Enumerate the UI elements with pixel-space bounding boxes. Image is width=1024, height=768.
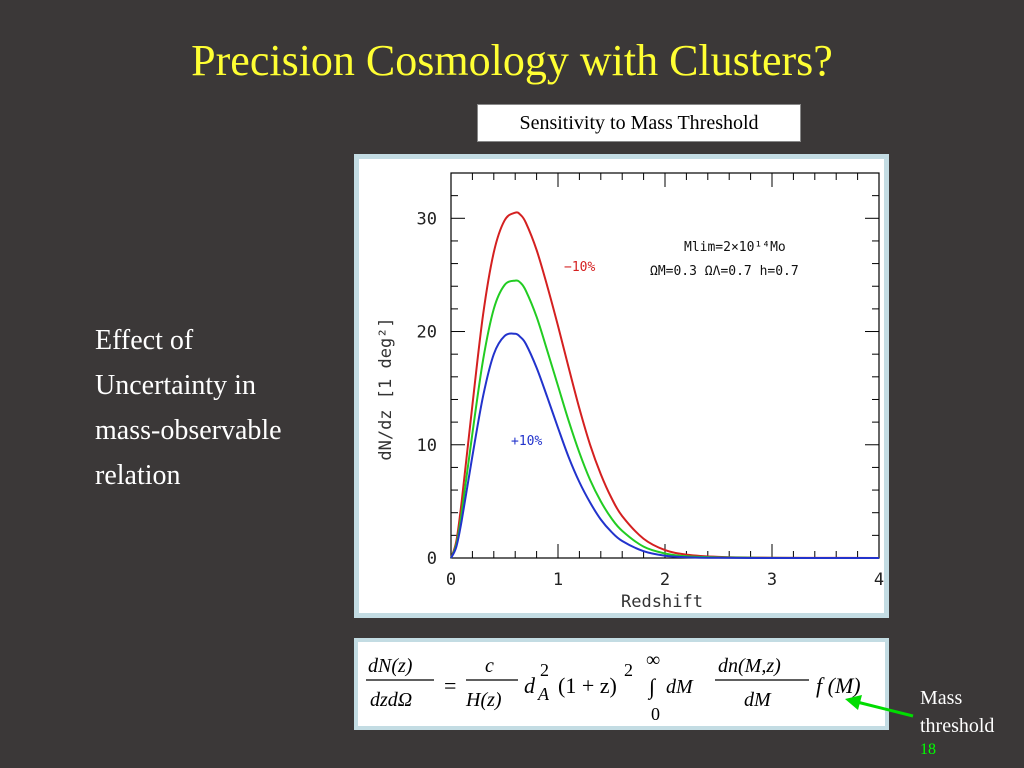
y-axis-label: dN/dz [1 deg²] <box>376 317 396 460</box>
x-tick-label: 2 <box>660 570 670 590</box>
annotation-line: threshold <box>920 715 995 737</box>
eq-da-subscript: A <box>537 684 550 704</box>
plus-10-percent-label: +10% <box>511 434 542 449</box>
series-line-1 <box>450 279 880 560</box>
minus-10-percent-label: −10% <box>564 260 595 275</box>
chart-caption: Sensitivity to Mass Threshold <box>519 112 759 134</box>
side-text-line: relation <box>95 460 181 491</box>
y-tick-label: 30 <box>417 209 437 229</box>
number-counts-equation: dN(z) dzdΩ = c H(z) d 2 A (1 + z) 2 ∞ ∫ … <box>366 649 861 724</box>
eq-da-superscript: 2 <box>540 660 549 680</box>
annotation-line: Mass <box>920 687 963 709</box>
x-tick-label: 1 <box>553 570 563 590</box>
series-line-2 <box>450 332 879 560</box>
series-line-0 <box>450 211 880 559</box>
eq-paren-superscript: 2 <box>624 660 633 680</box>
chart-panel: 0 1 2 3 4 0 10 20 30 dN/dz [1 deg²] Redshift Mli… <box>354 154 889 618</box>
chart-caption-box: Sensitivity to Mass Threshold <box>477 104 801 142</box>
eq-dm: dM <box>666 676 694 698</box>
x-tick-label: 3 <box>767 570 777 590</box>
side-text-line: Effect of <box>95 325 194 356</box>
params-annotation-line2: ΩM=0.3 ΩΛ=0.7 h=0.7 <box>650 264 799 279</box>
y-tick-label: 0 <box>427 549 437 569</box>
eq-frac1-denominator: H(z) <box>465 689 502 711</box>
eq-lhs-numerator: dN(z) <box>368 655 413 677</box>
side-text-line: mass-observable <box>95 415 282 446</box>
y-tick-label: 20 <box>417 323 437 343</box>
slide-number: 18 <box>920 741 936 758</box>
eq-one-plus-z: (1 + z) <box>558 673 617 698</box>
eq-frac2-denominator: dM <box>744 689 772 711</box>
eq-equals: = <box>444 673 456 698</box>
params-annotation-line1: Mlim=2×10¹⁴Mo <box>684 240 786 255</box>
eq-integral-lower: 0 <box>651 704 660 724</box>
eq-integral-upper: ∞ <box>646 649 660 671</box>
eq-lhs-denominator: dzdΩ <box>370 689 412 711</box>
side-text-line: Uncertainty in <box>95 370 256 401</box>
x-tick-label: 0 <box>446 570 456 590</box>
eq-frac2-numerator: dn(M,z) <box>718 655 781 677</box>
x-tick-label: 4 <box>874 570 884 590</box>
eq-angular-distance: d <box>524 673 536 698</box>
mass-threshold-annotation: Mass threshold <box>920 684 1024 740</box>
equation-panel: dN(z) dzdΩ = c H(z) d 2 A (1 + z) 2 ∞ ∫ … <box>354 638 889 730</box>
eq-integral-sign: ∫ <box>647 674 657 700</box>
eq-frac1-numerator: c <box>485 655 494 677</box>
plot-frame <box>450 172 880 559</box>
side-text-block: Effect of Uncertainty in mass-observable… <box>95 318 335 498</box>
slide-title: Precision Cosmology with Clusters? <box>191 36 833 85</box>
x-axis-label: Redshift <box>621 592 703 612</box>
y-tick-label: 10 <box>417 436 437 456</box>
redshift-chart: 0 1 2 3 4 0 10 20 30 dN/dz [1 deg²] Redshift Mli… <box>376 172 884 612</box>
eq-selection-function: f (M) <box>816 673 861 698</box>
